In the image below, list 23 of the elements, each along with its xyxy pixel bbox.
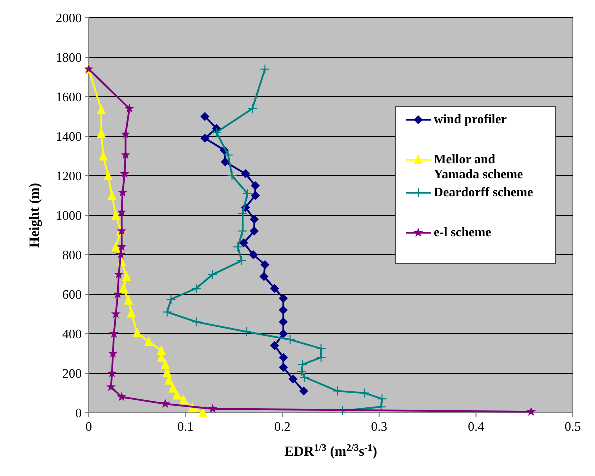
- y-tick-label: 1200: [56, 168, 82, 184]
- y-tick-label: 1000: [56, 208, 82, 224]
- x-tick-label: 0.5: [564, 419, 582, 434]
- legend-label: Deardorff scheme: [434, 184, 534, 200]
- x-tick-label: 0.2: [274, 419, 291, 434]
- x-tick-label: 0: [86, 419, 92, 434]
- x-tick-label: 0.1: [178, 419, 194, 434]
- y-axis-title: Height (m): [28, 182, 43, 248]
- y-tick-label: 1800: [56, 50, 82, 66]
- y-tick-label: 1400: [56, 129, 82, 144]
- y-tick-label: 800: [62, 248, 82, 263]
- legend-label: e-l scheme: [434, 224, 492, 240]
- y-tick-label: 400: [62, 326, 82, 342]
- x-tick-label: 0.4: [468, 419, 485, 434]
- y-tick-label: 200: [62, 366, 82, 382]
- x-axis-title: EDR$^{1/3}$ (m$^{2/3}$s$^{-1}$): [284, 442, 378, 460]
- y-tick-label: 2000: [56, 10, 82, 26]
- legend-label: Mellor and Yamada scheme: [434, 152, 524, 182]
- y-tick-label: 600: [62, 287, 82, 302]
- y-tick-label: 1600: [56, 90, 82, 105]
- legend-label: wind profiler: [434, 112, 508, 127]
- x-tick-label: 0.3: [371, 419, 388, 434]
- y-tick-label: 0: [76, 406, 82, 421]
